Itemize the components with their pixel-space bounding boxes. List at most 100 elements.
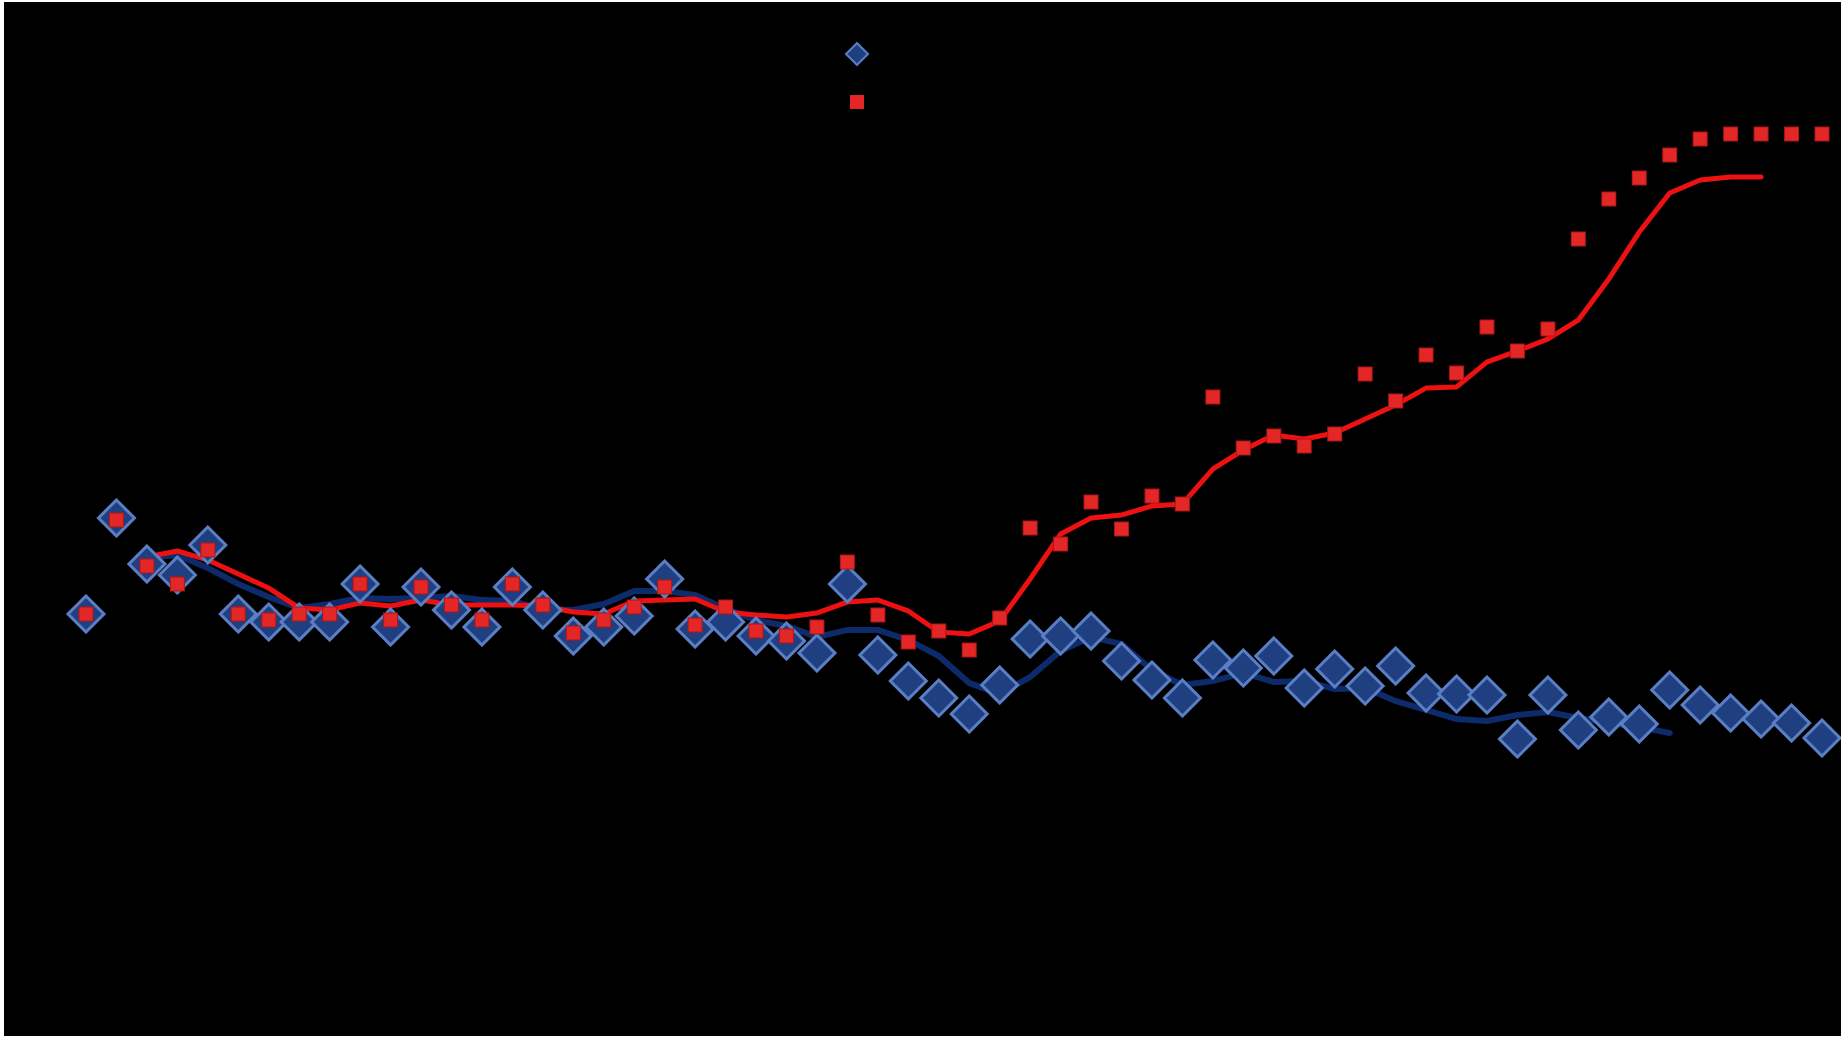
data-point-series-2 (352, 576, 368, 592)
data-point-series-2 (261, 612, 277, 628)
data-point-series-2 (322, 606, 338, 622)
data-point-series-2 (596, 612, 612, 628)
data-point-series-2 (961, 642, 977, 658)
data-point-series-2 (687, 617, 703, 633)
data-point-series-2 (1022, 520, 1038, 536)
frame-edge-bottom (0, 1036, 1844, 1038)
data-point-series-1 (1436, 673, 1477, 715)
data-point-series-2 (1235, 440, 1251, 456)
data-point-series-2 (1570, 231, 1586, 247)
data-point-series-2 (718, 599, 734, 615)
data-point-series-1 (1375, 645, 1416, 687)
data-point-series-2 (169, 576, 185, 592)
frame-edge-right (1841, 0, 1844, 1038)
series-points (65, 126, 1843, 760)
data-point-series-2 (1327, 426, 1343, 442)
data-point-series-1 (1010, 618, 1051, 660)
data-point-series-2 (1144, 488, 1160, 504)
data-point-series-1 (1345, 665, 1386, 707)
data-point-series-2 (535, 597, 551, 613)
data-point-series-1 (827, 563, 868, 605)
data-point-series-1 (1101, 640, 1142, 682)
data-point-series-2 (1692, 131, 1708, 147)
data-point-series-1 (1192, 639, 1233, 681)
data-point-series-2 (778, 628, 794, 644)
data-point-series-2 (1296, 438, 1312, 454)
data-point-series-2 (565, 625, 581, 641)
data-point-series-1 (949, 693, 990, 735)
data-point-series-1 (1284, 667, 1325, 709)
data-point-series-1 (1497, 718, 1538, 760)
data-point-series-1 (279, 601, 320, 643)
data-point-series-2 (809, 619, 825, 635)
data-point-series-1 (1466, 674, 1508, 716)
data-point-series-1 (1405, 672, 1447, 714)
data-point-series-2 (474, 612, 490, 628)
data-point-series-2 (1266, 428, 1282, 444)
data-point-series-2 (1418, 347, 1434, 363)
data-point-series-1 (1314, 648, 1355, 690)
frame-edge-top (0, 0, 1844, 2)
data-point-series-1 (309, 601, 350, 643)
data-point-series-1 (1527, 674, 1569, 716)
data-point-series-2 (443, 597, 459, 613)
data-point-series-1 (1771, 702, 1812, 744)
data-point-series-2 (1479, 319, 1495, 335)
data-point-series-1 (1649, 669, 1690, 711)
data-point-series-2 (992, 610, 1008, 626)
data-point-series-2 (504, 576, 520, 592)
data-point-series-2 (1449, 365, 1465, 381)
data-point-series-2 (200, 542, 216, 558)
data-point-series-2 (1357, 366, 1373, 382)
data-point-series-1 (1070, 610, 1112, 652)
data-point-series-2 (748, 623, 764, 639)
data-point-series-2 (383, 612, 399, 628)
data-point-series-2 (1723, 126, 1739, 142)
data-point-series-2 (1814, 126, 1830, 142)
data-point-series-1 (979, 664, 1020, 706)
legend-marker-series-2 (850, 95, 864, 109)
data-point-series-1 (614, 595, 655, 637)
data-point-series-1 (796, 632, 838, 674)
data-point-series-2 (1083, 494, 1099, 510)
data-point-series-2 (1053, 536, 1069, 552)
data-point-series-1 (1040, 615, 1081, 657)
data-point-series-2 (108, 512, 124, 528)
data-point-series-2 (78, 606, 94, 622)
data-point-series-2 (1388, 393, 1404, 409)
data-point-series-1 (157, 554, 198, 596)
data-point-series-2 (1784, 126, 1800, 142)
trend-line-series-2 (144, 174, 1764, 637)
data-point-series-1 (1588, 696, 1629, 738)
data-point-series-1 (1801, 717, 1843, 759)
data-point-series-1 (1131, 659, 1173, 701)
data-point-series-2 (1509, 343, 1525, 359)
data-point-series-2 (1662, 147, 1678, 163)
data-point-series-2 (1205, 389, 1221, 405)
data-point-series-2 (626, 599, 642, 615)
data-point-series-2 (1601, 191, 1617, 207)
data-point-series-2 (139, 558, 155, 574)
data-point-series-2 (657, 579, 673, 595)
data-point-series-2 (839, 554, 855, 570)
data-point-series-1 (705, 601, 746, 643)
data-point-series-1 (1558, 709, 1599, 751)
data-point-series-1 (857, 634, 898, 676)
data-point-series-2 (1540, 321, 1556, 337)
data-point-series-2 (1631, 170, 1647, 186)
data-point-series-1 (888, 660, 929, 702)
data-point-series-1 (1223, 647, 1264, 689)
legend (844, 41, 870, 109)
data-point-series-2 (931, 623, 947, 639)
data-point-series-2 (1174, 496, 1190, 512)
data-point-series-2 (900, 634, 916, 650)
legend-marker-series-1 (844, 41, 870, 67)
data-point-series-2 (413, 579, 429, 595)
data-point-series-2 (230, 606, 246, 622)
trend-lines (143, 174, 1764, 736)
data-point-series-2 (291, 606, 307, 622)
data-point-series-2 (870, 607, 886, 623)
data-point-series-1 (918, 677, 959, 719)
data-point-series-2 (1114, 521, 1130, 537)
